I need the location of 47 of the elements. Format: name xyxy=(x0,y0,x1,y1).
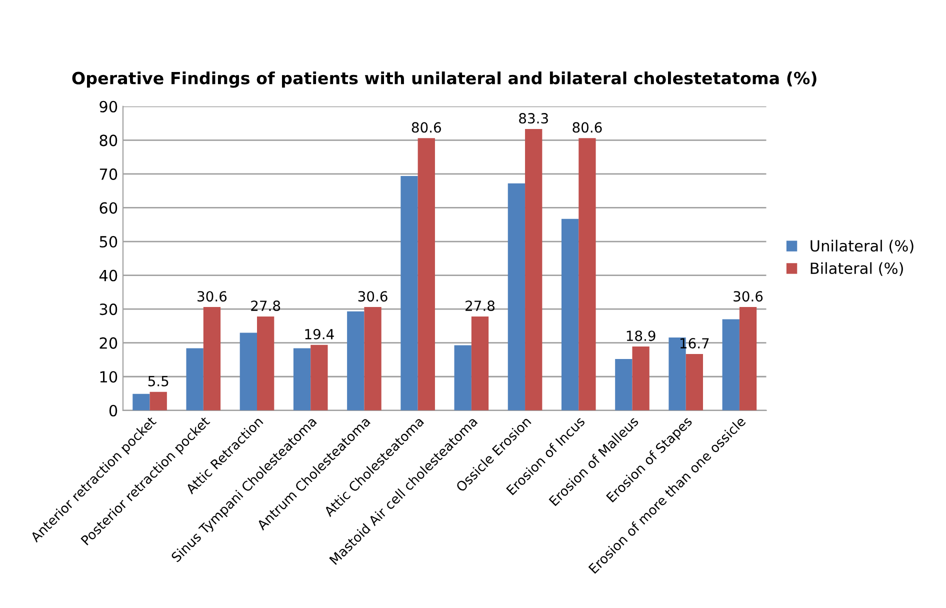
bar xyxy=(364,307,382,410)
chart-title: Operative Findings of patients with unilateral and bilateral cholestetatoma (%) xyxy=(72,72,816,88)
data-label: 27.8 xyxy=(251,300,280,312)
bar xyxy=(310,344,328,410)
y-tick-label: 30 xyxy=(100,304,118,316)
data-label: 30.6 xyxy=(358,291,388,302)
data-label: 30.6 xyxy=(734,291,763,302)
data-label: 19.4 xyxy=(305,328,334,340)
bar xyxy=(418,138,435,410)
bar xyxy=(454,345,472,410)
bar xyxy=(150,392,167,410)
bar xyxy=(256,316,274,410)
bar xyxy=(203,307,221,410)
y-tick-label: 0 xyxy=(109,404,118,416)
bar xyxy=(578,138,596,410)
bar xyxy=(400,176,418,410)
y-tick-label: 80 xyxy=(100,134,118,146)
data-label: 30.6 xyxy=(198,291,227,302)
y-tick-label: 50 xyxy=(100,236,118,248)
bar xyxy=(632,346,650,410)
bar xyxy=(471,316,489,410)
data-label: 80.6 xyxy=(412,122,441,133)
legend-label: Unilateral (%) xyxy=(810,240,914,254)
y-tick-label: 20 xyxy=(100,337,118,349)
y-tick-label: 60 xyxy=(100,202,118,214)
bar xyxy=(347,311,364,410)
bar xyxy=(132,394,150,410)
bar xyxy=(525,129,542,410)
bar xyxy=(240,332,257,410)
y-tick-label: 90 xyxy=(100,100,118,112)
bar xyxy=(561,218,579,410)
bar xyxy=(508,183,526,410)
bar xyxy=(686,354,704,410)
y-tick-label: 70 xyxy=(100,168,118,180)
y-tick-label: 40 xyxy=(99,270,118,282)
data-label: 18.9 xyxy=(626,330,656,342)
bar xyxy=(615,359,632,410)
bar xyxy=(739,307,757,410)
data-label: 5.5 xyxy=(148,376,168,386)
data-label: 80.6 xyxy=(572,122,602,133)
data-label: 27.8 xyxy=(466,300,495,312)
y-tick-label: 10 xyxy=(100,371,118,383)
bar xyxy=(293,348,311,410)
bar xyxy=(722,319,740,410)
legend-label: Bilateral (%) xyxy=(810,262,903,276)
bar xyxy=(186,348,204,410)
data-label: 83.3 xyxy=(519,113,548,124)
